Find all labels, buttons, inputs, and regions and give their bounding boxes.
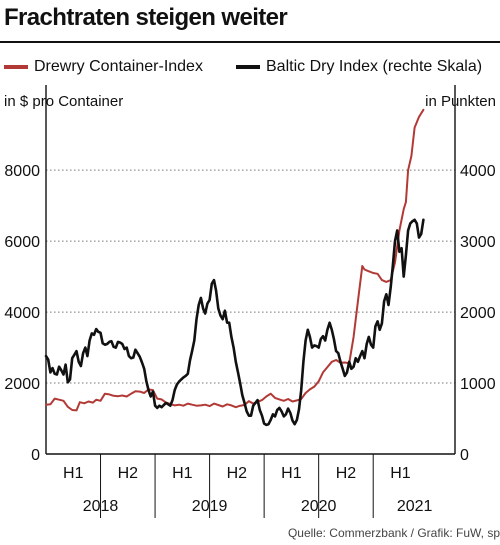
y-right-tick-label: 4000 [460,163,496,180]
x-half-label: H1 [172,465,193,482]
legend-swatch-baltic [236,65,260,69]
legend-item-baltic: Baltic Dry Index (rechte Skala) [236,58,482,76]
x-half-label: H2 [118,465,139,482]
y-right-tick-label: 3000 [460,234,496,251]
y-left-tick-label: 4000 [4,305,40,322]
y-right-tick-label: 0 [460,447,469,464]
legend-label-drewry: Drewry Container-Index [34,58,203,75]
y-right-tick-label: 1000 [460,376,496,393]
y-left-tick-label: 0 [31,447,40,464]
legend-label-baltic: Baltic Dry Index (rechte Skala) [266,58,483,75]
x-half-label: H1 [63,465,84,482]
y-right-axis-label: in Punkten [425,93,496,110]
y-left-tick-label: 8000 [4,163,40,180]
y-right-tick-label: 2000 [460,305,496,322]
series-line-drewry [45,108,425,412]
y-left-tick-label: 2000 [4,376,40,393]
x-year-label: 2021 [397,498,433,515]
y-left-tick-label: 6000 [4,234,40,251]
x-year-label: 2019 [192,498,228,515]
series-line-baltic [44,218,425,427]
legend-item-drewry: Drewry Container-Index [4,58,203,76]
x-half-label: H2 [227,465,248,482]
x-year-label: 2018 [83,498,119,515]
x-half-label: H1 [281,465,302,482]
x-year-label: 2020 [301,498,337,515]
source-note: Quelle: Commerzbank / Grafik: FuW, sp [287,526,500,540]
legend-swatch-drewry [4,65,28,69]
chart-title: Frachtraten steigen weiter [4,4,288,31]
title-rule [0,41,500,43]
y-left-axis-label: in $ pro Container [4,93,123,110]
x-half-label: H1 [390,465,411,482]
x-half-label: H2 [336,465,357,482]
